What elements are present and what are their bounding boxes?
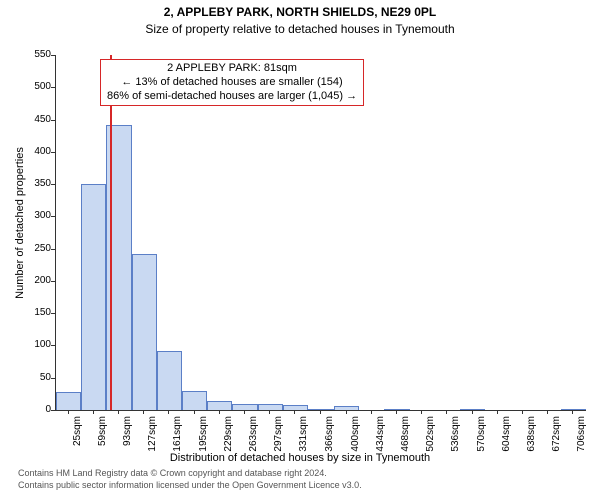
x-tick-mark (194, 410, 195, 414)
x-tick-mark (244, 410, 245, 414)
x-tick-label: 127sqm (147, 416, 158, 456)
histogram-bar (207, 401, 232, 410)
histogram-bar (561, 409, 586, 410)
y-tick-mark (51, 378, 55, 379)
x-tick-label: 604sqm (501, 416, 512, 456)
x-tick-label: 400sqm (350, 416, 361, 456)
y-tick-label: 400 (21, 146, 51, 157)
x-tick-label: 434sqm (375, 416, 386, 456)
y-tick-mark (51, 87, 55, 88)
y-tick-label: 150 (21, 307, 51, 318)
x-tick-mark (143, 410, 144, 414)
annotation-line3: 86% of semi-detached houses are larger (… (107, 90, 357, 104)
y-tick-label: 0 (21, 404, 51, 415)
x-tick-label: 229sqm (223, 416, 234, 456)
x-tick-label: 25sqm (72, 416, 83, 456)
x-tick-label: 706sqm (576, 416, 587, 456)
histogram-bar (81, 184, 106, 410)
x-tick-label: 672sqm (551, 416, 562, 456)
chart-title-subtitle: Size of property relative to detached ho… (0, 22, 600, 36)
y-tick-label: 200 (21, 275, 51, 286)
x-tick-mark (497, 410, 498, 414)
x-tick-mark (168, 410, 169, 414)
x-tick-label: 263sqm (248, 416, 259, 456)
annotation-line2: ← 13% of detached houses are smaller (15… (107, 76, 357, 90)
chart-title-address: 2, APPLEBY PARK, NORTH SHIELDS, NE29 0PL (0, 5, 600, 19)
y-tick-mark (51, 152, 55, 153)
x-tick-label: 331sqm (298, 416, 309, 456)
histogram-bar (157, 351, 182, 410)
x-tick-label: 93sqm (122, 416, 133, 456)
plot-area (55, 55, 586, 411)
histogram-bar (384, 409, 409, 410)
y-tick-mark (51, 410, 55, 411)
x-tick-mark (320, 410, 321, 414)
histogram-bar (56, 392, 81, 410)
x-tick-mark (572, 410, 573, 414)
y-tick-label: 450 (21, 114, 51, 125)
y-tick-label: 100 (21, 339, 51, 350)
x-tick-mark (118, 410, 119, 414)
y-tick-mark (51, 216, 55, 217)
histogram-bar (132, 254, 157, 410)
y-tick-mark (51, 345, 55, 346)
x-tick-mark (68, 410, 69, 414)
x-tick-mark (269, 410, 270, 414)
y-tick-label: 50 (21, 372, 51, 383)
x-tick-mark (93, 410, 94, 414)
y-tick-label: 300 (21, 210, 51, 221)
y-tick-mark (51, 55, 55, 56)
histogram-bar (182, 391, 207, 410)
x-tick-mark (472, 410, 473, 414)
x-tick-label: 468sqm (400, 416, 411, 456)
annotation-box: 2 APPLEBY PARK: 81sqm ← 13% of detached … (100, 59, 364, 106)
y-tick-label: 500 (21, 81, 51, 92)
y-tick-mark (51, 120, 55, 121)
histogram-bar (334, 406, 359, 410)
footer-attribution: Contains HM Land Registry data © Crown c… (18, 468, 362, 491)
property-marker-line (110, 55, 112, 410)
y-tick-mark (51, 313, 55, 314)
footer-line2: Contains public sector information licen… (18, 480, 362, 492)
y-tick-mark (51, 281, 55, 282)
y-tick-mark (51, 184, 55, 185)
x-tick-label: 297sqm (273, 416, 284, 456)
x-tick-label: 195sqm (198, 416, 209, 456)
x-tick-mark (522, 410, 523, 414)
x-tick-label: 638sqm (526, 416, 537, 456)
x-tick-mark (371, 410, 372, 414)
x-tick-mark (396, 410, 397, 414)
y-tick-mark (51, 249, 55, 250)
x-tick-label: 502sqm (425, 416, 436, 456)
y-tick-label: 250 (21, 243, 51, 254)
x-tick-label: 161sqm (172, 416, 183, 456)
x-tick-mark (547, 410, 548, 414)
x-tick-mark (294, 410, 295, 414)
x-tick-mark (219, 410, 220, 414)
x-tick-mark (346, 410, 347, 414)
x-tick-mark (421, 410, 422, 414)
footer-line1: Contains HM Land Registry data © Crown c… (18, 468, 362, 480)
y-tick-label: 350 (21, 178, 51, 189)
y-tick-label: 550 (21, 49, 51, 60)
x-tick-label: 59sqm (97, 416, 108, 456)
histogram-bar (460, 409, 485, 410)
x-tick-mark (446, 410, 447, 414)
x-tick-label: 536sqm (450, 416, 461, 456)
x-tick-label: 570sqm (476, 416, 487, 456)
annotation-line1: 2 APPLEBY PARK: 81sqm (107, 62, 357, 76)
chart-container: { "title_line1": "2, APPLEBY PARK, NORTH… (0, 0, 600, 500)
x-tick-label: 366sqm (324, 416, 335, 456)
